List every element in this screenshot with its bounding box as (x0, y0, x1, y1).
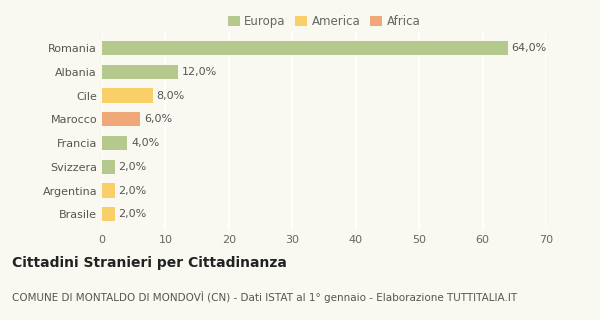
Text: 4,0%: 4,0% (131, 138, 160, 148)
Text: 2,0%: 2,0% (118, 186, 147, 196)
Text: 2,0%: 2,0% (118, 162, 147, 172)
Text: 64,0%: 64,0% (512, 43, 547, 53)
Bar (102, 65, 178, 79)
Text: 12,0%: 12,0% (182, 67, 217, 77)
Text: COMUNE DI MONTALDO DI MONDOVÌ (CN) - Dati ISTAT al 1° gennaio - Elaborazione TUT: COMUNE DI MONTALDO DI MONDOVÌ (CN) - Dat… (12, 291, 517, 303)
Bar (102, 183, 115, 198)
Bar (102, 89, 153, 103)
Text: Cittadini Stranieri per Cittadinanza: Cittadini Stranieri per Cittadinanza (12, 256, 287, 270)
Bar (102, 136, 127, 150)
Legend: Europa, America, Africa: Europa, America, Africa (223, 10, 425, 33)
Bar (102, 41, 508, 55)
Text: 2,0%: 2,0% (118, 209, 147, 219)
Bar (102, 207, 115, 221)
Text: 6,0%: 6,0% (144, 114, 172, 124)
Bar (102, 160, 115, 174)
Bar (102, 112, 140, 126)
Text: 8,0%: 8,0% (157, 91, 185, 100)
